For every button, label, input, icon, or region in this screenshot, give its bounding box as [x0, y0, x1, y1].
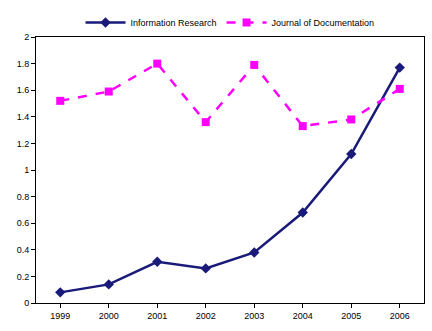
svg-text:0.4: 0.4: [17, 245, 30, 255]
svg-text:2005: 2005: [341, 311, 361, 321]
svg-text:0.6: 0.6: [17, 218, 30, 228]
svg-text:2003: 2003: [244, 311, 264, 321]
svg-text:2000: 2000: [99, 311, 119, 321]
svg-text:1: 1: [24, 165, 29, 175]
svg-text:1.8: 1.8: [17, 59, 30, 69]
svg-text:2001: 2001: [147, 311, 167, 321]
svg-text:2002: 2002: [196, 311, 216, 321]
svg-text:1999: 1999: [50, 311, 70, 321]
svg-text:1.2: 1.2: [17, 139, 30, 149]
svg-text:Information Research: Information Research: [131, 18, 217, 28]
svg-text:0: 0: [24, 298, 29, 308]
svg-text:0.8: 0.8: [17, 192, 30, 202]
svg-text:0.2: 0.2: [17, 272, 30, 282]
svg-text:1.6: 1.6: [17, 85, 30, 95]
svg-text:2: 2: [24, 32, 29, 42]
svg-text:1.4: 1.4: [17, 112, 30, 122]
svg-text:2006: 2006: [390, 311, 410, 321]
svg-text:Journal of Documentation: Journal of Documentation: [272, 18, 375, 28]
svg-text:2004: 2004: [293, 311, 313, 321]
